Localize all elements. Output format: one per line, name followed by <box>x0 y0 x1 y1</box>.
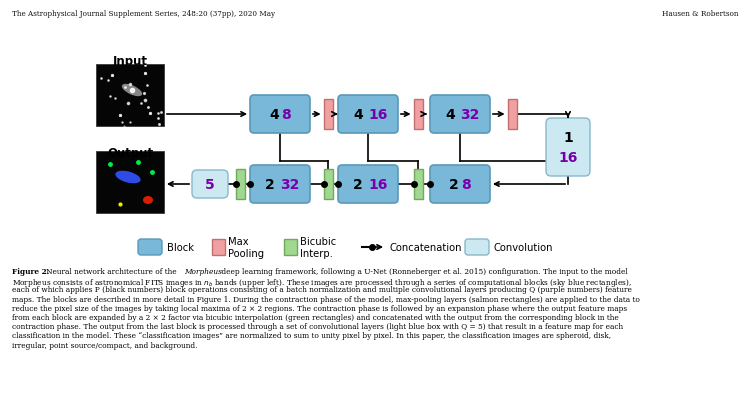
Bar <box>96 65 164 127</box>
FancyBboxPatch shape <box>192 171 228 198</box>
Text: 32: 32 <box>280 177 300 192</box>
Bar <box>211 239 224 256</box>
Text: deep learning framework, following a U-Net (Ronneberger et al. 2015) configurati: deep learning framework, following a U-N… <box>219 267 628 275</box>
FancyBboxPatch shape <box>138 239 162 256</box>
Text: 2: 2 <box>266 177 274 192</box>
FancyBboxPatch shape <box>430 96 490 134</box>
Text: 5: 5 <box>205 177 214 192</box>
Bar <box>508 100 517 130</box>
FancyBboxPatch shape <box>465 239 489 256</box>
Text: Morpheus consists of astronomical FITS images in $n_b$ bands (upper left). These: Morpheus consists of astronomical FITS i… <box>12 277 632 288</box>
Text: Morpheus: Morpheus <box>184 267 222 275</box>
Text: 4: 4 <box>269 108 279 122</box>
Text: maps. The blocks are described in more detail in Figure 1. During the contractio: maps. The blocks are described in more d… <box>12 295 640 303</box>
Text: 4: 4 <box>446 108 454 122</box>
FancyBboxPatch shape <box>338 96 398 134</box>
Text: Figure 2.: Figure 2. <box>12 267 50 275</box>
Text: each of which applies P (black numbers) block operations consisting of a batch n: each of which applies P (black numbers) … <box>12 286 632 294</box>
Ellipse shape <box>116 171 141 184</box>
Text: Concatenation: Concatenation <box>390 243 463 252</box>
Bar <box>323 170 332 200</box>
FancyBboxPatch shape <box>250 96 310 134</box>
FancyBboxPatch shape <box>546 119 590 177</box>
FancyBboxPatch shape <box>250 166 310 203</box>
Text: 8: 8 <box>281 108 291 122</box>
Text: Input: Input <box>112 55 148 68</box>
Text: contraction phase. The output from the last block is processed through a set of : contraction phase. The output from the l… <box>12 322 623 330</box>
Text: 16: 16 <box>558 151 578 164</box>
Text: reduce the pixel size of the images by taking local maxima of 2 × 2 regions. The: reduce the pixel size of the images by t… <box>12 304 627 312</box>
Text: Max
Pooling: Max Pooling <box>228 237 264 258</box>
Text: 8: 8 <box>461 177 471 192</box>
Text: 2: 2 <box>449 177 459 192</box>
Text: 2: 2 <box>353 177 363 192</box>
Bar <box>413 170 422 200</box>
Text: Neural network architecture of the: Neural network architecture of the <box>46 267 179 275</box>
Text: 32: 32 <box>460 108 480 122</box>
Bar <box>236 170 244 200</box>
Text: Block: Block <box>167 243 194 252</box>
Text: classification in the model. These “classification images” are normalized to sum: classification in the model. These “clas… <box>12 332 611 339</box>
Text: Hausen & Robertson: Hausen & Robertson <box>662 10 738 18</box>
Ellipse shape <box>122 85 142 97</box>
Bar <box>323 100 332 130</box>
Bar <box>413 100 422 130</box>
Text: Bicubic
Interp.: Bicubic Interp. <box>300 237 336 258</box>
Text: Output: Output <box>107 147 153 160</box>
Text: Convolution: Convolution <box>494 243 554 252</box>
Text: 16: 16 <box>368 177 388 192</box>
FancyBboxPatch shape <box>430 166 490 203</box>
Text: irregular, point source/compact, and background.: irregular, point source/compact, and bac… <box>12 341 197 349</box>
Text: from each block are expanded by a 2 × 2 factor via bicubic interpolation (green : from each block are expanded by a 2 × 2 … <box>12 313 619 321</box>
Ellipse shape <box>143 196 153 205</box>
Bar <box>96 151 164 213</box>
Text: 1: 1 <box>563 131 573 145</box>
Text: The Astrophysical Journal Supplement Series, 248:20 (37pp), 2020 May: The Astrophysical Journal Supplement Ser… <box>12 10 275 18</box>
Text: 16: 16 <box>368 108 388 122</box>
FancyBboxPatch shape <box>338 166 398 203</box>
Bar <box>284 239 296 256</box>
Text: 4: 4 <box>353 108 363 122</box>
